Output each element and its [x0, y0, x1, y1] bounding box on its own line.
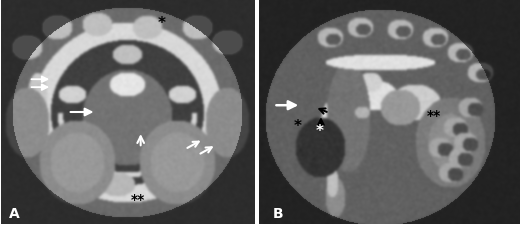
Text: *: * [316, 124, 324, 138]
Text: *: * [157, 16, 166, 31]
Text: *: * [294, 119, 302, 133]
Text: A: A [9, 206, 20, 220]
Text: **: ** [426, 108, 441, 122]
Text: B: B [272, 206, 283, 220]
Text: **: ** [131, 192, 145, 206]
